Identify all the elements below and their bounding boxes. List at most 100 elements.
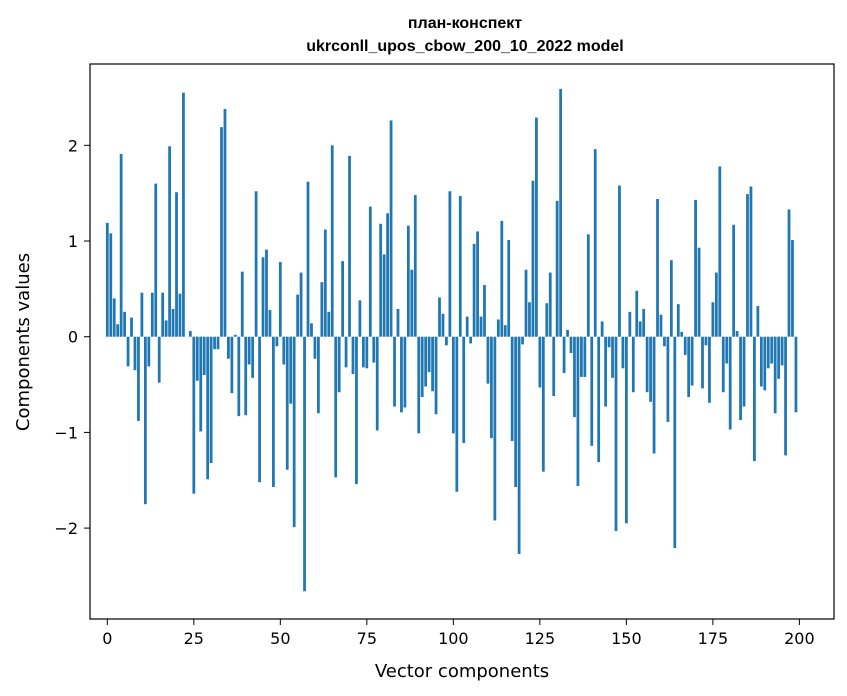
bar [400, 336, 403, 413]
bar [773, 336, 777, 414]
bar [652, 336, 656, 454]
x-axis-ticks: 0 25 50 75 100 125 150 175 200 [102, 619, 815, 648]
y-tick-label: −1 [54, 423, 78, 442]
bar [756, 306, 760, 337]
bar [628, 311, 632, 337]
bar [147, 336, 151, 367]
bar [496, 319, 500, 337]
bar [455, 336, 459, 492]
bar [742, 336, 746, 407]
bar [175, 192, 178, 337]
bar [517, 336, 521, 554]
bar [143, 336, 147, 505]
bar [701, 336, 704, 389]
bar [597, 336, 601, 463]
x-tick-label: 75 [357, 629, 377, 648]
bar [431, 336, 434, 392]
chart-title: план-конспект [408, 15, 522, 32]
bar [275, 336, 279, 347]
bar [334, 336, 338, 478]
bar [704, 336, 708, 346]
bar [749, 186, 753, 337]
bar [361, 336, 365, 368]
bar [368, 206, 372, 337]
bar [375, 336, 379, 431]
bar [133, 336, 137, 371]
bar [303, 336, 306, 592]
bar [791, 240, 794, 337]
bar [202, 336, 206, 375]
bar [669, 260, 673, 337]
bar [323, 229, 327, 337]
bar [182, 92, 185, 337]
bar [420, 336, 424, 397]
bar [379, 223, 383, 337]
bar [351, 336, 355, 375]
bar [666, 336, 670, 422]
bar [538, 336, 542, 388]
bar [254, 191, 258, 337]
bar [410, 269, 414, 337]
bar [237, 336, 241, 417]
bar [697, 247, 701, 337]
bar [784, 336, 787, 456]
bar [614, 336, 618, 531]
bar [631, 336, 635, 393]
bar [119, 153, 123, 337]
bar [714, 272, 718, 337]
bar [645, 336, 649, 393]
bar [576, 336, 580, 486]
plot-frame [89, 63, 835, 620]
bar [621, 336, 625, 369]
bar [604, 336, 607, 407]
bar [424, 336, 428, 387]
bar [272, 336, 275, 487]
bar [413, 195, 417, 337]
bar [611, 336, 614, 378]
bar [389, 120, 393, 337]
bar [206, 336, 210, 480]
bar [188, 330, 192, 337]
bar [746, 194, 749, 337]
bar [694, 199, 697, 337]
bar [168, 146, 171, 337]
bar [690, 336, 694, 386]
bar [479, 316, 483, 337]
bar [310, 323, 313, 337]
bar [220, 127, 223, 337]
bar [656, 198, 659, 337]
bar [663, 336, 666, 347]
bar [607, 336, 611, 348]
bar [126, 336, 130, 367]
bar [451, 336, 455, 434]
bar [358, 300, 362, 337]
bar [261, 257, 265, 337]
bar [164, 320, 168, 337]
bar [192, 336, 196, 494]
bar [680, 331, 684, 337]
bar [635, 290, 639, 337]
bar [524, 269, 528, 337]
bar [247, 336, 251, 365]
bar [116, 324, 120, 337]
bar [555, 200, 559, 337]
x-tick-label: 0 [102, 629, 112, 648]
bar [507, 240, 511, 337]
bar [278, 262, 282, 337]
bar [223, 108, 227, 337]
bar [531, 180, 535, 337]
bar [618, 185, 621, 337]
bar [465, 316, 469, 337]
bar [739, 336, 742, 420]
bar [676, 304, 680, 337]
chart-subtitle: ukrconll_upos_cbow_200_10_2022 model [306, 38, 623, 55]
bar [573, 336, 576, 418]
bar [638, 321, 642, 337]
bar [427, 336, 431, 373]
bar [341, 261, 344, 337]
bar [562, 336, 566, 374]
bar [417, 336, 421, 434]
bar [396, 308, 400, 337]
bar [227, 336, 230, 359]
